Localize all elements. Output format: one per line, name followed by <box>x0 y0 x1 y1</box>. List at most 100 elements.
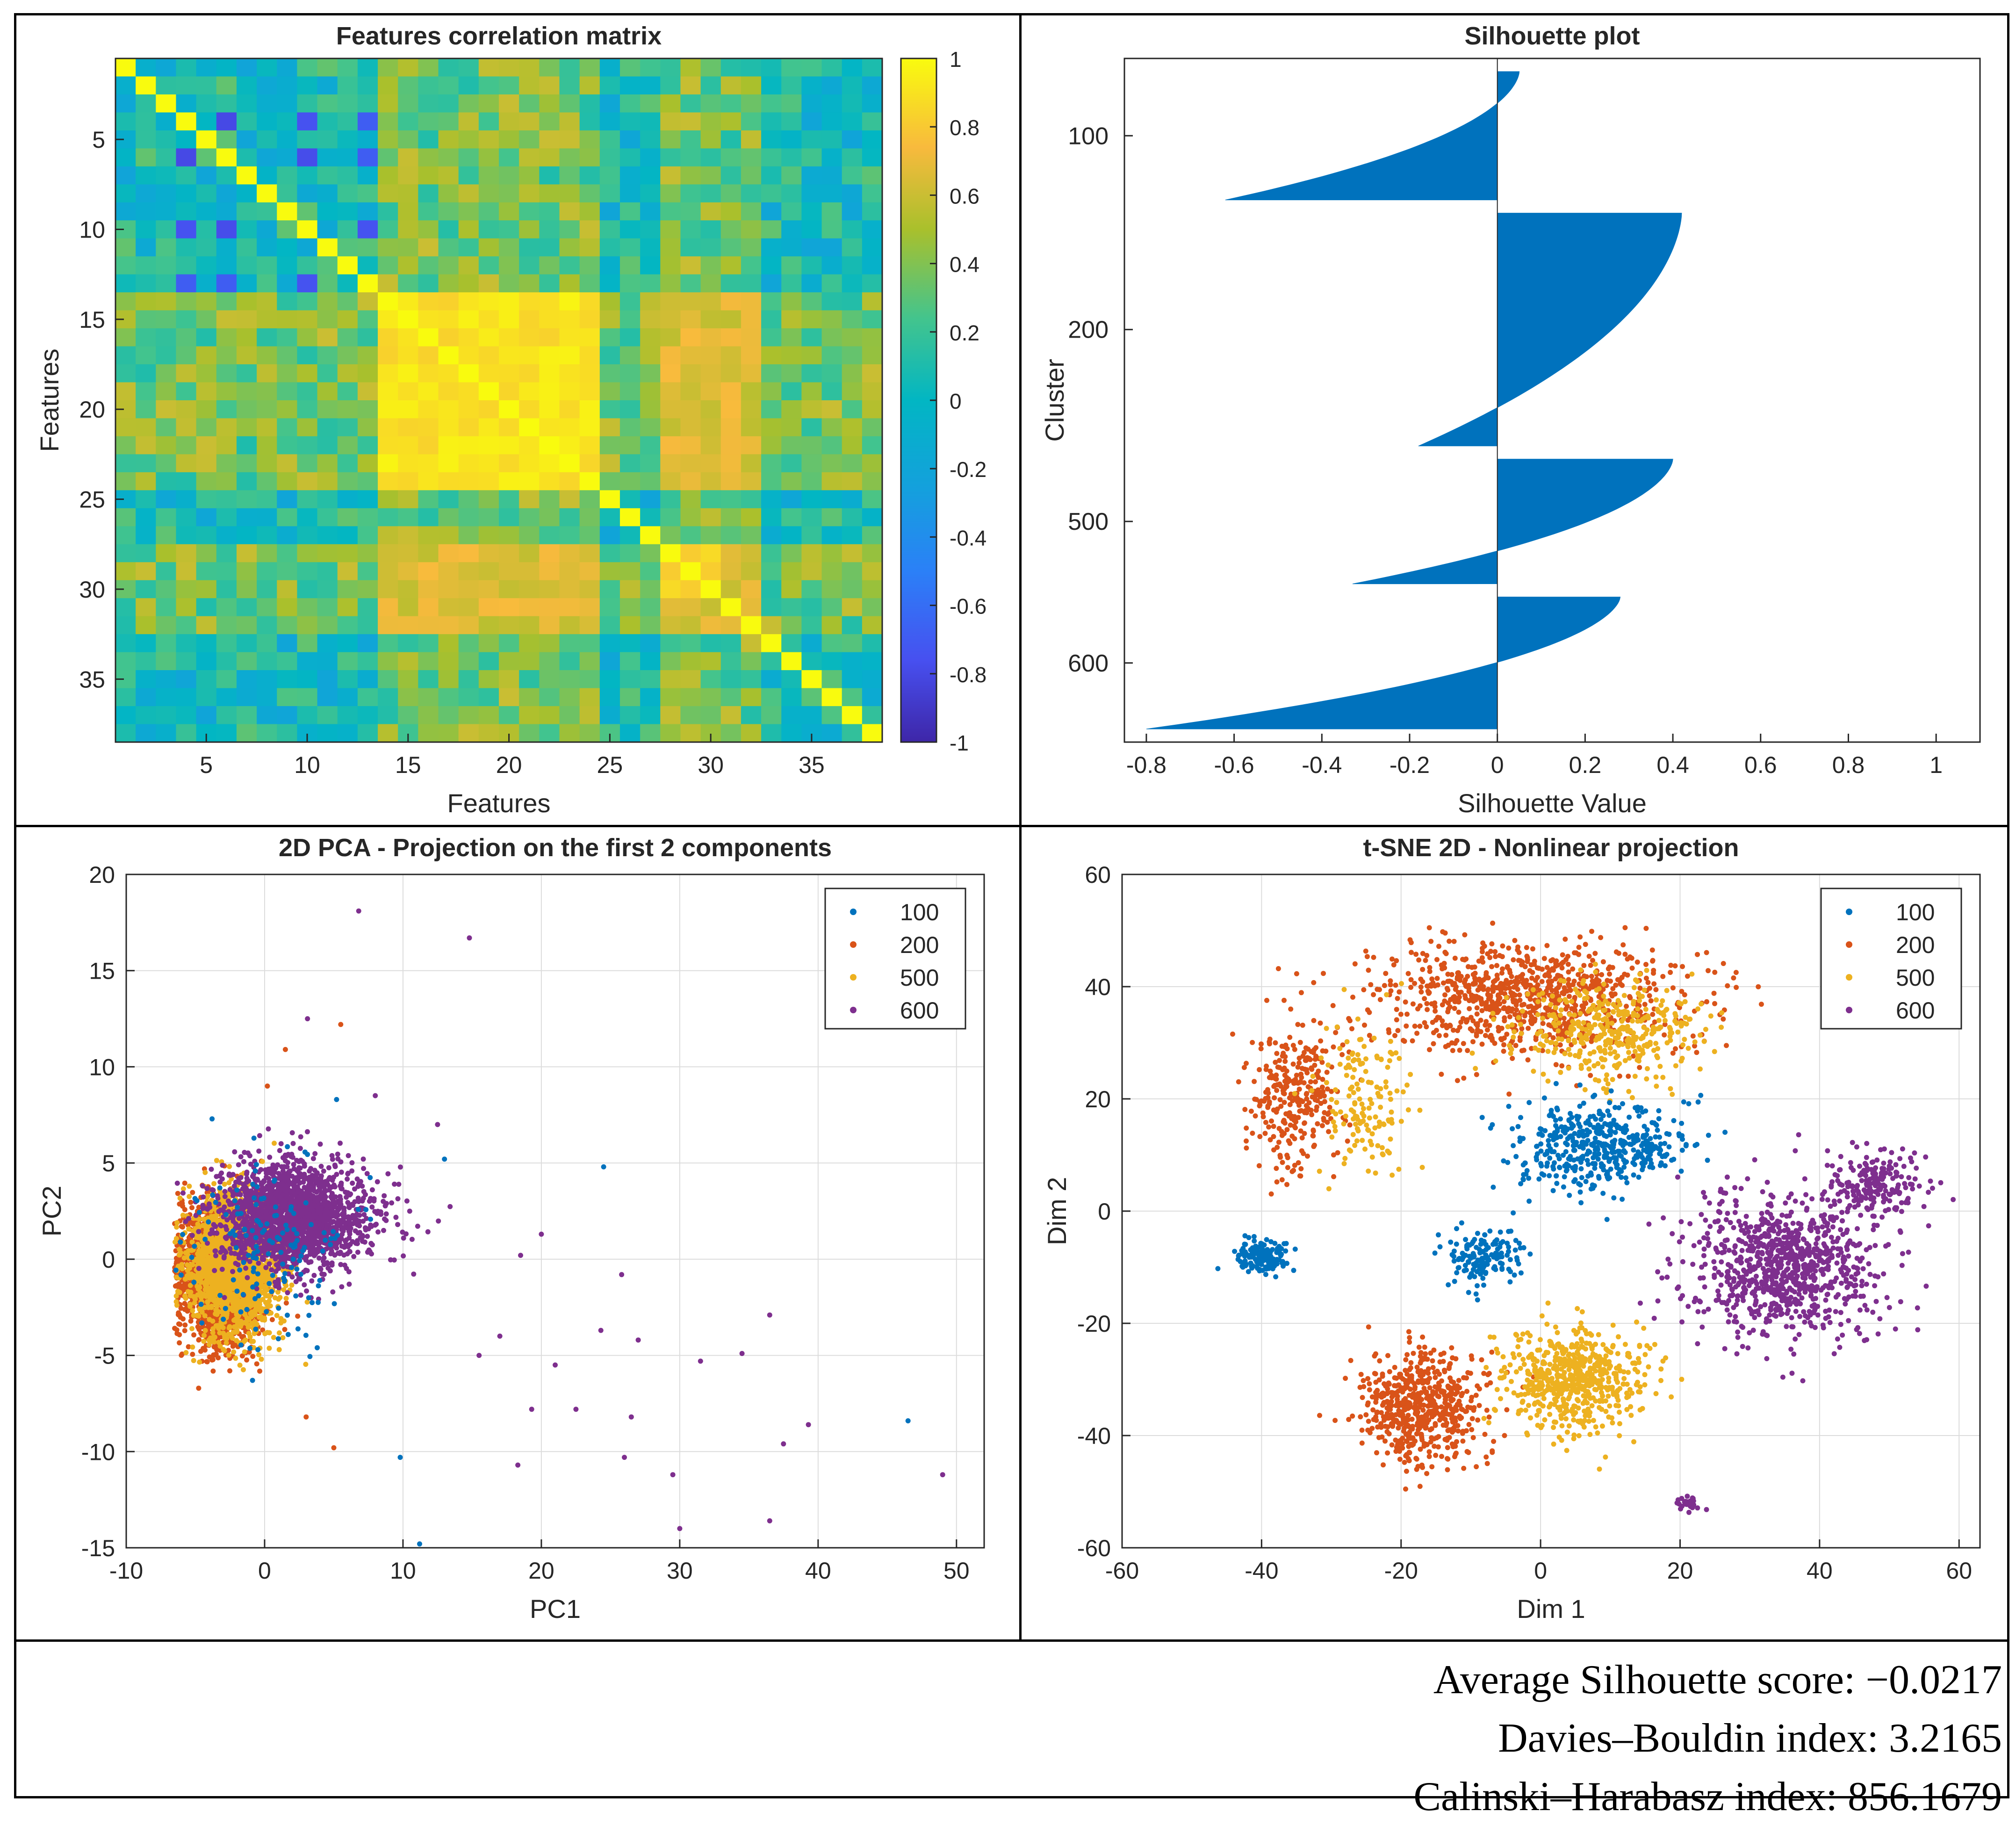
heatmap-cell <box>136 166 156 185</box>
heatmap-cell <box>196 310 217 329</box>
point-500 <box>210 1319 215 1324</box>
heatmap-cell <box>378 346 398 365</box>
heatmap-cell <box>459 130 479 149</box>
heatmap-cell <box>216 490 237 508</box>
heatmap-cell <box>398 58 418 77</box>
heatmap-cell <box>862 346 883 365</box>
heatmap-cell <box>539 76 560 94</box>
heatmap-cell <box>257 580 277 599</box>
heatmap-cell <box>761 400 782 419</box>
heatmap-cell <box>439 383 459 401</box>
point-500 <box>195 1251 200 1256</box>
heatmap-cell <box>196 364 217 383</box>
heatmap-cell <box>640 184 661 202</box>
heatmap-cell <box>701 400 721 419</box>
heatmap-cell <box>439 166 459 185</box>
heatmap-cell <box>640 706 661 724</box>
heatmap-cell <box>115 544 136 563</box>
heatmap-cell <box>600 238 620 257</box>
heatmap-cell <box>781 310 802 329</box>
heatmap-cell <box>620 652 641 671</box>
heatmap-cell <box>439 274 459 293</box>
point-500 <box>230 1297 235 1302</box>
heatmap-cell <box>338 148 358 166</box>
heatmap-cell <box>378 310 398 329</box>
heatmap-cell <box>156 346 176 365</box>
heatmap-cell <box>479 562 499 580</box>
heatmap-cell <box>439 598 459 616</box>
heatmap-cell <box>761 292 782 310</box>
heatmap-cell <box>358 166 378 185</box>
heatmap-cell <box>317 112 338 130</box>
heatmap-cell <box>701 166 721 185</box>
heatmap-cell <box>701 202 721 221</box>
heatmap-cell <box>479 436 499 455</box>
heatmap-cell <box>721 598 742 616</box>
heatmap-cell <box>781 634 802 652</box>
heatmap-cell <box>842 544 863 563</box>
heatmap-cell <box>559 688 580 707</box>
heatmap-cell <box>439 562 459 580</box>
heatmap-cell <box>721 544 742 563</box>
heatmap-cell <box>156 310 176 329</box>
heatmap-cell <box>156 526 176 544</box>
heatmap-cell <box>862 310 883 329</box>
heatmap-cell <box>216 274 237 293</box>
heatmap-cell <box>378 688 398 707</box>
heatmap-cell <box>216 94 237 113</box>
heatmap-cell <box>559 76 580 94</box>
heatmap-cell <box>237 58 257 77</box>
heatmap-cell <box>297 670 317 688</box>
heatmap-cell <box>317 616 338 635</box>
heatmap-cell <box>398 490 418 508</box>
heatmap-cell <box>237 76 257 94</box>
heatmap-cell <box>398 706 418 724</box>
heatmap-cell <box>801 346 822 365</box>
heatmap-cell <box>237 130 257 149</box>
heatmap-cell <box>338 346 358 365</box>
heatmap-cell <box>358 256 378 274</box>
heatmap-cell <box>781 706 802 724</box>
heatmap-cell <box>761 724 782 743</box>
heatmap-cell <box>801 598 822 616</box>
heatmap-cell <box>559 310 580 329</box>
heatmap-cell <box>761 562 782 580</box>
heatmap-cell <box>862 148 883 166</box>
heatmap-cell <box>156 256 176 274</box>
heatmap-cell <box>196 562 217 580</box>
heatmap-cell <box>418 400 439 419</box>
heatmap-cell <box>317 274 338 293</box>
heatmap-cell <box>801 436 822 455</box>
heatmap-cell <box>237 526 257 544</box>
heatmap-cell <box>801 616 822 635</box>
point-200 <box>210 1369 216 1374</box>
heatmap-cell <box>418 418 439 436</box>
heatmap-cell <box>580 238 600 257</box>
heatmap-cell <box>660 616 681 635</box>
heatmap-cell <box>136 688 156 707</box>
heatmap-cell <box>338 238 358 257</box>
heatmap-cell <box>358 472 378 491</box>
heatmap-cell <box>680 400 701 419</box>
heatmap-cell <box>499 76 519 94</box>
heatmap-cell <box>660 166 681 185</box>
heatmap-cell <box>580 202 600 221</box>
heatmap-cell <box>257 166 277 185</box>
colorbar-tick-label: 0 <box>950 389 962 413</box>
heatmap-cell <box>741 274 762 293</box>
heatmap-cell <box>418 383 439 401</box>
heatmap-cell <box>781 202 802 221</box>
heatmap-cell <box>136 616 156 635</box>
heatmap-cell <box>620 418 641 436</box>
heatmap-cell <box>600 526 620 544</box>
heatmap-cell <box>519 472 540 491</box>
heatmap-cell <box>701 112 721 130</box>
heatmap-cell <box>842 130 863 149</box>
heatmap-cell <box>600 400 620 419</box>
heatmap-cell <box>156 634 176 652</box>
heatmap-cell <box>842 454 863 472</box>
heatmap-cell <box>418 310 439 329</box>
heatmap-cell <box>660 598 681 616</box>
heatmap-cell <box>115 256 136 274</box>
